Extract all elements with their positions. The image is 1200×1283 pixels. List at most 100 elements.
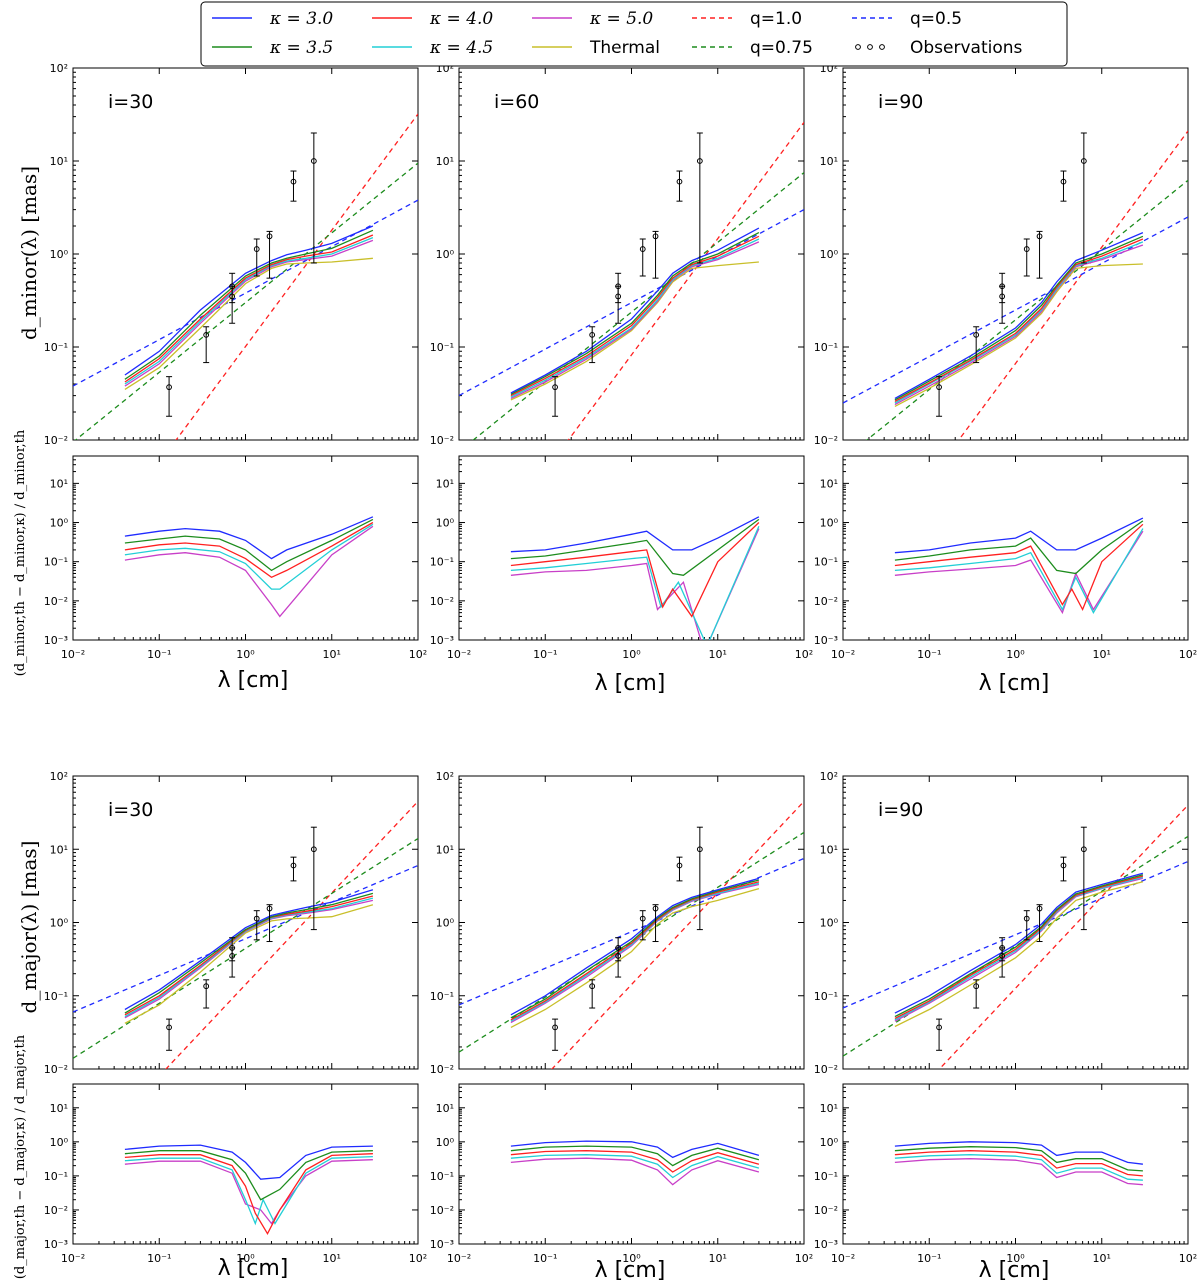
major-i30-series-κ5.0 — [124, 899, 374, 1019]
minor-i90-obs-point — [1080, 158, 1087, 164]
major-i60-series-Thermal — [510, 887, 760, 1028]
minor-i60-obs-point — [696, 158, 703, 164]
major-i60-obs-point — [676, 862, 683, 869]
major-i30-obs-point — [290, 862, 297, 869]
major-i90-ratio-κ3.5 — [894, 1146, 1143, 1172]
legend-label: κ = 4.5 — [429, 38, 493, 58]
y-axis-label-ratio-major: (d_major,th − d_major,κ) / d_major,th — [13, 1034, 28, 1279]
major-i30-ratio-xtick-label: 10² — [409, 1252, 427, 1265]
major-i90-series-κ3.0 — [894, 872, 1144, 1014]
major-i60-ratio-ytick-label: 10⁻² — [430, 1204, 454, 1217]
legend-label: q=0.5 — [910, 9, 962, 29]
legend-label: Thermal — [589, 38, 660, 58]
minor-i60-obs-point — [676, 178, 683, 185]
major-i60-series-κ5.0 — [510, 883, 760, 1024]
major-i60-ratio-ytick-label: 10⁻¹ — [430, 1170, 454, 1183]
minor-i30-ratio-κ3.0 — [124, 516, 374, 560]
major-i60-series-κ4.0 — [510, 881, 760, 1021]
minor-i90-ratio-xtick-label: 10² — [1179, 648, 1197, 661]
major-i30-obs-point — [203, 983, 210, 990]
minor-i60-ratio-ytick-label: 10⁰ — [436, 517, 455, 530]
major-i30-ratio-κ4.5 — [124, 1155, 373, 1226]
x-axis-label-bottom-right: λ [cm] — [979, 1258, 1050, 1283]
minor-i30-obs-point — [253, 246, 260, 252]
major-i30-ratio-κ5.0 — [124, 1159, 373, 1225]
major-i90-ratio-ytick-label: 10⁰ — [820, 1136, 839, 1149]
major-i30-size-ytick-label: 10² — [50, 770, 68, 783]
legend-box — [200, 1, 1068, 67]
minor-i60-series-κ3.5 — [510, 232, 760, 395]
minor-i60-obs-point — [652, 233, 659, 240]
major-i60-ratio-κ4.0 — [510, 1150, 760, 1173]
minor-i60-size-frame — [458, 67, 805, 441]
major-i90-size-ytick-label: 10¹ — [820, 843, 838, 856]
legend-label: q=0.75 — [750, 38, 813, 58]
minor-i90-obs-point — [1060, 178, 1067, 185]
major-i60-ratio-frame — [458, 1083, 805, 1245]
legend: κ = 3.0 κ = 3.5 κ = 4.0 κ = 4.5 κ = 5.0 Therm… — [200, 1, 1068, 67]
legend-entry: q=0.5 — [852, 9, 962, 29]
major-i90-ratio-xtick-label: 10¹ — [1093, 1252, 1111, 1265]
minor-i90-ratio-κ3.5 — [894, 520, 1144, 575]
minor-i60-obs-point — [615, 283, 622, 290]
major-i90-series-κ4.5 — [894, 876, 1144, 1021]
minor-i30-powerlaw-q1.0 — [175, 113, 418, 440]
major-i30-ratio-xtick-label: 10⁰ — [236, 1252, 255, 1265]
major-i90-ratio-κ4.5 — [894, 1154, 1143, 1181]
legend-label: κ = 3.5 — [269, 38, 333, 58]
minor-i30-ratio-κ3.5 — [124, 518, 374, 572]
minor-i60-obs-point — [589, 331, 596, 338]
minor-i60-ratio-xtick-label: 10⁰ — [622, 648, 641, 661]
major-i90-ratio-ytick-label: 10¹ — [820, 1102, 838, 1115]
major-i90-ratio-κ4.0 — [894, 1150, 1143, 1177]
minor-i30-obs-point — [310, 158, 317, 164]
minor-i60-series-κ5.0 — [510, 241, 760, 399]
legend-marker — [855, 44, 861, 50]
minor-i90-series-κ4.0 — [894, 238, 1144, 402]
minor-i60-ratio-xtick-label: 10⁻² — [447, 648, 471, 661]
legend-label: q=1.0 — [750, 9, 802, 29]
minor-i60-series-Thermal — [510, 261, 759, 401]
minor-i90-panel-label: i=90 — [878, 91, 923, 113]
major-i90-ratio-ytick-label: 10⁻¹ — [814, 1170, 838, 1183]
major-i90-obs-point — [1060, 862, 1067, 869]
major-i60-size-ytick-label: 10² — [436, 770, 454, 783]
minor-i90-ratio-ytick-label: 10⁻¹ — [814, 556, 838, 569]
major-i30-size-ytick-label: 10⁰ — [50, 917, 69, 930]
major-i60-size-ytick-label: 10⁻² — [430, 1063, 454, 1076]
minor-i30-series-κ3.5 — [124, 229, 374, 380]
minor-i90-series-κ3.0 — [894, 232, 1144, 399]
legend-entry: κ = 3.0 — [212, 9, 333, 29]
legend-entry: Observations — [855, 38, 1023, 58]
minor-i90-ratio-xtick-label: 10⁻¹ — [917, 648, 941, 661]
major-i60-ratio-κ5.0 — [510, 1157, 760, 1186]
minor-i90-ratio-xtick-label: 10⁻² — [831, 648, 855, 661]
y-axis-label-major: d_major(λ) [mas] — [17, 841, 41, 1014]
major-i30-ratio-ytick-label: 10¹ — [50, 1102, 68, 1115]
minor-i90-obs-point — [936, 384, 942, 391]
minor-i30-ratio-xtick-label: 10⁰ — [236, 648, 255, 661]
minor-i90-obs-point — [1023, 246, 1030, 252]
major-i90-obs-point — [936, 1024, 942, 1031]
legend-entry: κ = 3.5 — [212, 38, 333, 58]
major-i30-size-ytick-label: 10⁻² — [44, 1063, 68, 1076]
minor-i90-series-Thermal — [894, 263, 1143, 407]
minor-i30-ratio-xtick-label: 10⁻¹ — [147, 648, 171, 661]
major-i60-obs-point — [589, 983, 596, 990]
minor-i90-size-ytick-label: 10⁻¹ — [814, 341, 838, 354]
major-i30-series-κ3.5 — [124, 892, 374, 1014]
minor-i30-powerlaw-q0.5 — [73, 199, 418, 387]
minor-i30-powerlaw-q0.75 — [74, 162, 418, 440]
major-i60-size-ytick-label: 10¹ — [436, 843, 454, 856]
major-i60-size-ytick-label: 10⁰ — [436, 917, 455, 930]
minor-i30-size-ytick-label: 10⁻¹ — [44, 341, 68, 354]
major-i30-obs-point — [253, 915, 260, 922]
minor-i60-powerlaw-q0.75 — [472, 172, 804, 440]
major-i90-ratio-xtick-label: 10⁰ — [1006, 1252, 1025, 1265]
major-i90-obs-point — [1080, 846, 1087, 853]
